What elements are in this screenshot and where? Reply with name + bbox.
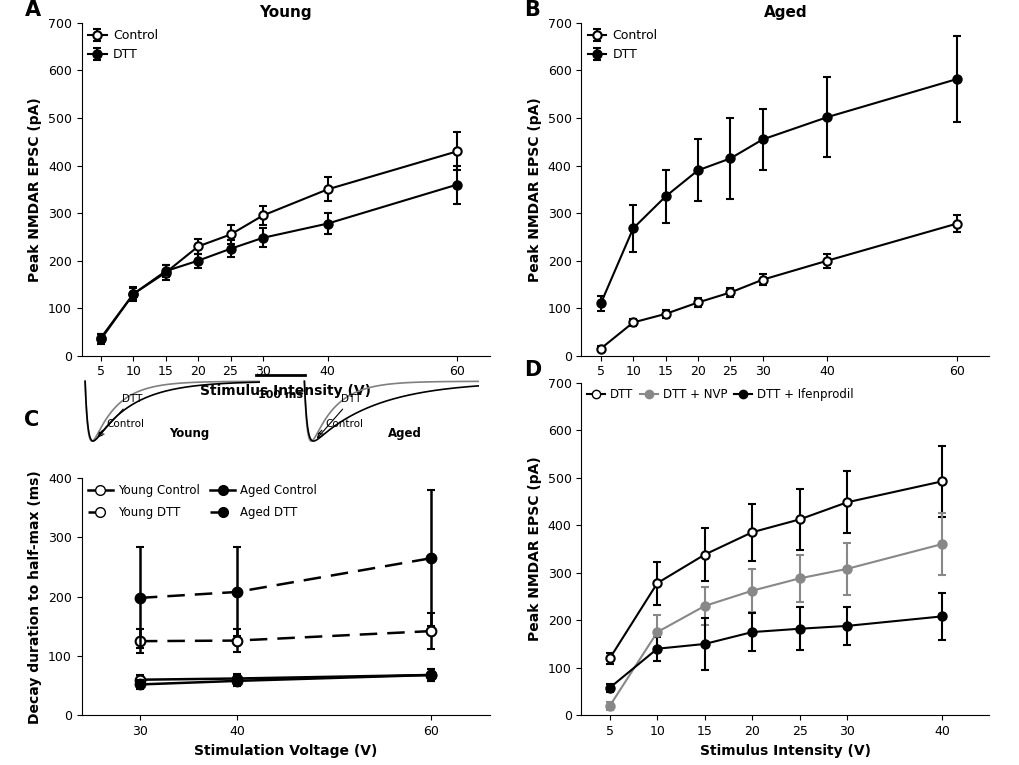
Legend: Control, DTT: Control, DTT — [587, 29, 657, 61]
Text: DTT: DTT — [98, 394, 142, 437]
Text: Aged: Aged — [388, 428, 422, 441]
Text: 100 ms: 100 ms — [258, 390, 303, 400]
Y-axis label: Peak NMDAR EPSC (pA): Peak NMDAR EPSC (pA) — [29, 97, 42, 282]
Title: Aged: Aged — [763, 5, 806, 21]
Legend: DTT, DTT + NVP, DTT + Ifenprodil: DTT, DTT + NVP, DTT + Ifenprodil — [587, 389, 853, 402]
Text: A: A — [24, 0, 41, 21]
X-axis label: Stimulus Intensity (V): Stimulus Intensity (V) — [699, 744, 870, 757]
Y-axis label: Decay duration to half-max (ms): Decay duration to half-max (ms) — [29, 470, 43, 724]
Title: Young: Young — [259, 5, 312, 21]
Y-axis label: Peak NMDAR EPSC (pA): Peak NMDAR EPSC (pA) — [528, 97, 541, 282]
X-axis label: Stimulus Intensity (V): Stimulus Intensity (V) — [200, 384, 371, 398]
Text: B: B — [524, 0, 540, 21]
Text: C: C — [24, 410, 40, 430]
Legend: Young Control, Young DTT, Aged Control, Aged DTT: Young Control, Young DTT, Aged Control, … — [88, 484, 317, 519]
Text: Control: Control — [99, 419, 144, 435]
Text: Control: Control — [318, 419, 363, 435]
Text: DTT: DTT — [317, 394, 361, 438]
Text: D: D — [524, 360, 541, 380]
Legend: Control, DTT: Control, DTT — [88, 29, 158, 61]
X-axis label: Stimulation Voltage (V): Stimulation Voltage (V) — [194, 744, 377, 757]
Text: Young: Young — [169, 428, 209, 441]
Y-axis label: Peak NMDAR EPSC (pA): Peak NMDAR EPSC (pA) — [528, 457, 541, 641]
X-axis label: Stimulus Intensity (V): Stimulus Intensity (V) — [699, 384, 870, 398]
